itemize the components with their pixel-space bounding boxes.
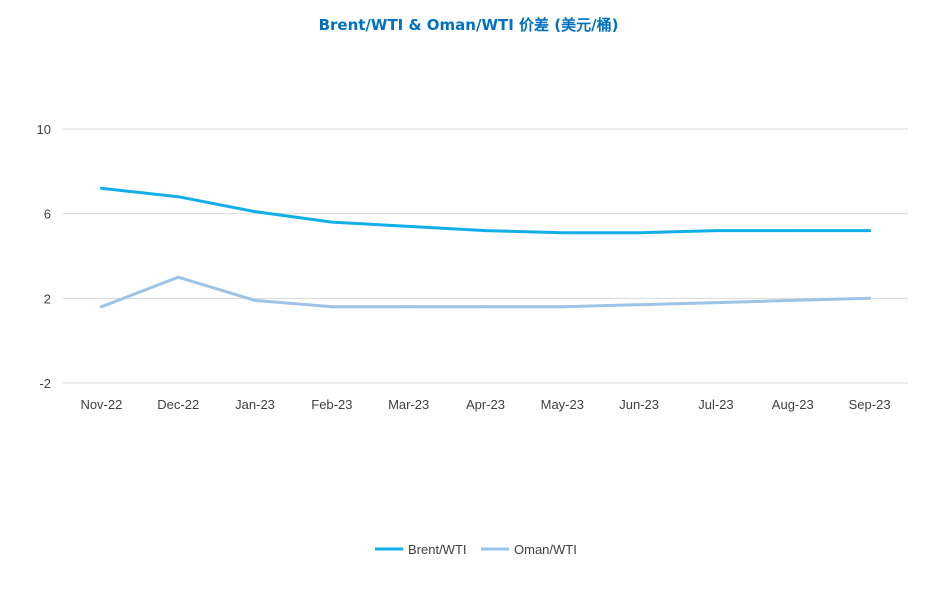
x-tick-label: Sep-23 <box>849 397 891 412</box>
data-point-2 <box>253 299 257 302</box>
data-point-1 <box>791 229 794 232</box>
y-tick-label: 2 <box>44 291 51 306</box>
y-tick-label: -2 <box>39 376 51 391</box>
data-point-1 <box>868 229 871 232</box>
data-point-2 <box>637 303 641 306</box>
x-tick-label: Aug-23 <box>772 397 814 412</box>
legend-label-1: Brent/WTI <box>408 542 467 557</box>
data-point-2 <box>791 299 794 302</box>
data-point-1 <box>714 229 718 232</box>
x-tick-label: Jan-23 <box>235 397 275 412</box>
x-tick-label: Feb-23 <box>311 397 352 412</box>
y-tick-label: 10 <box>37 122 51 137</box>
data-point-1 <box>637 231 641 234</box>
x-tick-label: Jul-23 <box>698 397 733 412</box>
x-tick-label: May-23 <box>541 397 584 412</box>
data-point-2 <box>177 275 180 279</box>
x-tick-label: Mar-23 <box>388 397 429 412</box>
x-tick-label: Jun-23 <box>619 397 659 412</box>
x-tick-label: Dec-22 <box>157 397 199 412</box>
series-line-1 <box>99 186 872 235</box>
data-point-2 <box>330 305 334 308</box>
data-point-2 <box>407 305 410 308</box>
x-tick-label: Apr-23 <box>466 397 505 412</box>
data-point-1 <box>407 225 410 228</box>
y-tick-label: 6 <box>44 207 51 222</box>
data-point-1 <box>253 210 257 213</box>
series-line-2 <box>99 275 872 309</box>
legend-label-2: Oman/WTI <box>514 542 577 557</box>
data-point-2 <box>100 305 103 308</box>
x-tick-label: Nov-22 <box>80 397 122 412</box>
data-point-2 <box>561 305 564 308</box>
chart-title: Brent/WTI & Oman/WTI 价差 (美元/桶) <box>318 16 619 34</box>
data-point-2 <box>868 297 871 300</box>
data-point-2 <box>484 305 487 308</box>
data-point-1 <box>330 220 334 224</box>
data-point-1 <box>177 195 180 198</box>
data-point-1 <box>100 187 103 190</box>
data-point-1 <box>484 229 487 232</box>
data-point-1 <box>561 231 564 234</box>
data-point-2 <box>714 301 718 304</box>
